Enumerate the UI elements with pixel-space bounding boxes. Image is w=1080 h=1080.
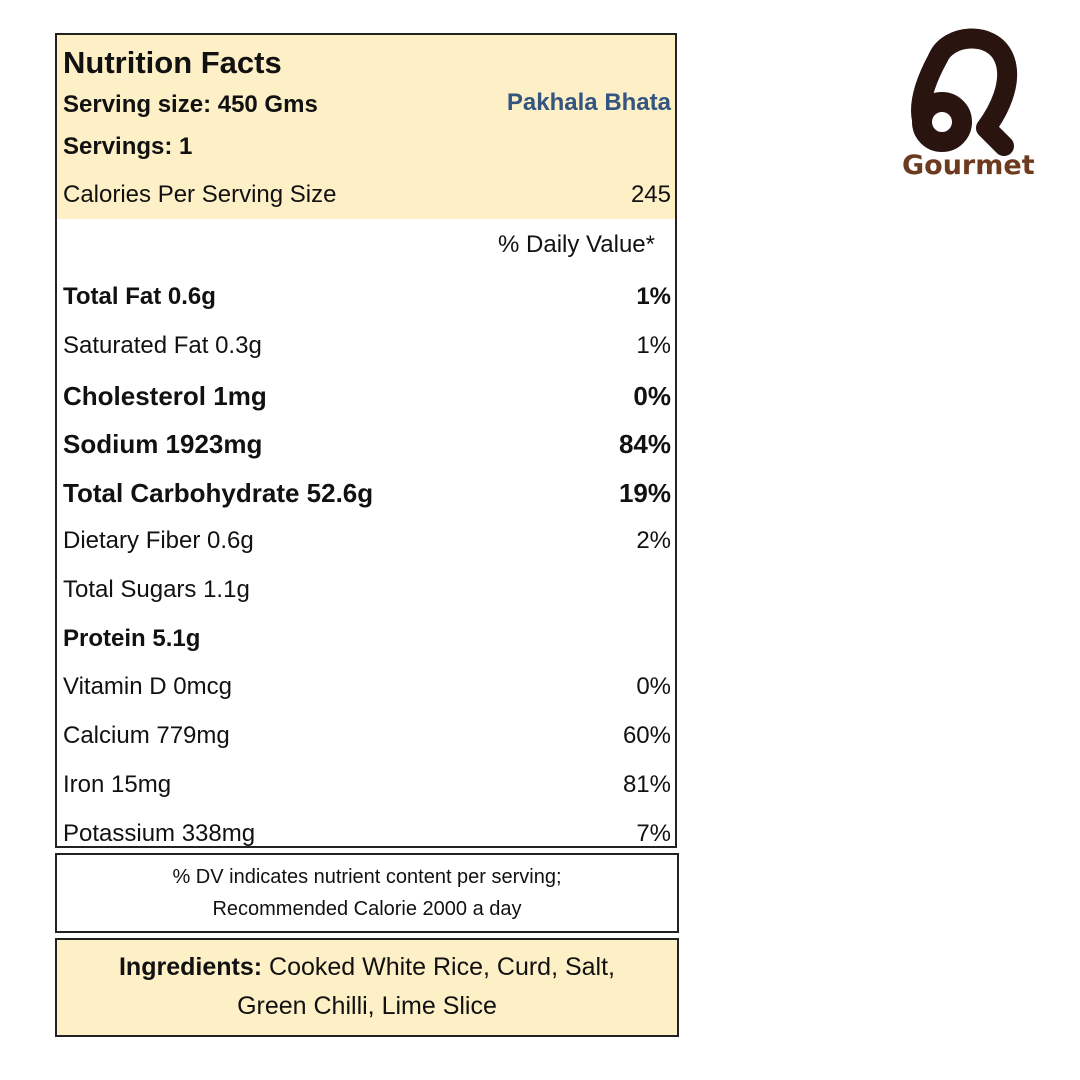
nutrient-dv: 60%	[622, 722, 671, 750]
ingredients-box: Ingredients: Cooked White Rice, Curd, Sa…	[55, 938, 679, 1037]
nutrient-dv: 84%	[618, 429, 671, 460]
brand-name: Gourmet	[902, 150, 1035, 181]
nutrient-dv: 0%	[636, 673, 671, 701]
nutrient-label: Potassium 338mg	[63, 819, 256, 847]
nutrient-dv: 2%	[636, 526, 671, 554]
nutrient-dv: 0%	[633, 380, 671, 411]
nutrition-title: Nutrition Facts	[63, 45, 282, 80]
nutrient-label: Saturated Fat 0.3g	[63, 331, 262, 359]
servings-count: Servings: 1	[63, 133, 193, 160]
nutrient-row: Total Fat 0.6g 1%	[57, 277, 675, 326]
nutrient-dv: 1%	[636, 283, 671, 310]
nutrient-label: Dietary Fiber 0.6g	[63, 526, 254, 554]
nutrient-row: Sodium 1923mg 84%	[57, 423, 675, 472]
product-name: Pakhala Bhata	[506, 89, 671, 116]
nutrient-dv: 19%	[618, 478, 671, 509]
nutrient-row: Dietary Fiber 0.6g 2%	[57, 521, 675, 570]
daily-value-header: % Daily Value*	[498, 231, 655, 258]
note-line-2: Recommended Calorie 2000 a day	[212, 898, 522, 920]
serving-size: Serving size: 450 Gms	[63, 91, 318, 118]
daily-value-note: % DV indicates nutrient content per serv…	[55, 853, 679, 933]
nutrient-label: Total Sugars 1.1g	[63, 575, 250, 603]
nutrient-label: Total Carbohydrate 52.6g	[63, 478, 374, 509]
nutrition-header: Nutrition Facts Serving size: 450 Gms Se…	[57, 35, 675, 219]
nutrient-row: Calcium 779mg 60%	[57, 716, 675, 765]
calories-label: Calories Per Serving Size	[63, 181, 337, 208]
calories-value: 245	[630, 181, 671, 208]
nutrient-label: Sodium 1923mg	[63, 429, 263, 460]
brand-monogram-logo-icon	[911, 28, 1018, 156]
nutrient-row: Total Sugars 1.1g	[57, 570, 675, 619]
nutrient-row: Cholesterol 1mg 0%	[57, 375, 675, 424]
nutrient-row: Vitamin D 0mcg 0%	[57, 667, 675, 716]
nutrition-facts-panel: Nutrition Facts Serving size: 450 Gms Se…	[55, 33, 677, 848]
nutrient-row: Total Carbohydrate 52.6g 19%	[57, 472, 675, 521]
nutrient-list: Total Fat 0.6g 1% Saturated Fat 0.3g 1% …	[57, 277, 675, 863]
nutrient-label: Total Fat 0.6g	[63, 283, 216, 310]
nutrient-row: Protein 5.1g	[57, 619, 675, 668]
nutrient-row: Iron 15mg 81%	[57, 765, 675, 814]
nutrient-dv: 7%	[636, 819, 671, 847]
nutrient-dv: 81%	[622, 770, 671, 798]
nutrient-row: Saturated Fat 0.3g 1%	[57, 326, 675, 375]
nutrient-label: Iron 15mg	[63, 770, 172, 798]
nutrient-label: Cholesterol 1mg	[63, 380, 267, 411]
ingredients-heading: Ingredients:	[118, 953, 263, 981]
nutrient-label: Vitamin D 0mcg	[63, 673, 232, 701]
note-line-1: % DV indicates nutrient content per serv…	[172, 866, 562, 888]
nutrient-label: Calcium 779mg	[63, 722, 230, 750]
ingredients-text: Cooked White Rice, Curd, Salt, Green Chil…	[237, 953, 615, 1020]
nutrient-label: Protein 5.1g	[63, 624, 201, 652]
nutrient-dv: 1%	[636, 331, 671, 359]
nutrient-row: Potassium 338mg 7%	[57, 814, 675, 863]
